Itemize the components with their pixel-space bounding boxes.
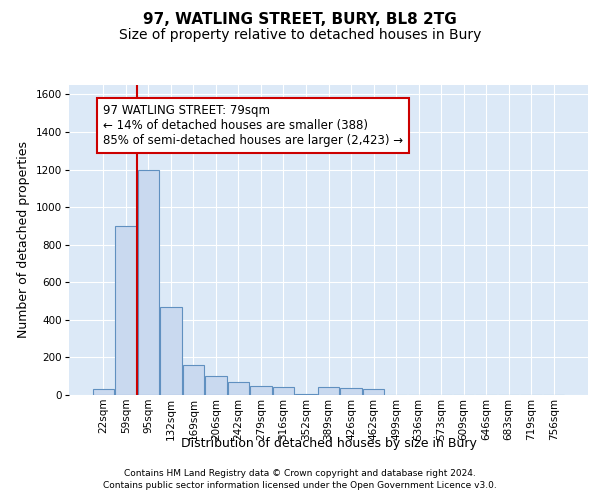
- Bar: [318, 388, 339, 395]
- Bar: [137, 170, 159, 395]
- Bar: [250, 386, 272, 395]
- Bar: [92, 390, 114, 395]
- Bar: [273, 388, 294, 395]
- Bar: [205, 376, 227, 395]
- Text: Contains public sector information licensed under the Open Government Licence v3: Contains public sector information licen…: [103, 481, 497, 490]
- Bar: [160, 306, 182, 395]
- Text: Size of property relative to detached houses in Bury: Size of property relative to detached ho…: [119, 28, 481, 42]
- Text: Contains HM Land Registry data © Crown copyright and database right 2024.: Contains HM Land Registry data © Crown c…: [124, 468, 476, 477]
- Bar: [340, 388, 362, 395]
- Bar: [363, 390, 384, 395]
- Bar: [295, 394, 317, 395]
- Bar: [228, 382, 249, 395]
- Bar: [115, 226, 137, 395]
- Text: 97, WATLING STREET, BURY, BL8 2TG: 97, WATLING STREET, BURY, BL8 2TG: [143, 12, 457, 28]
- Y-axis label: Number of detached properties: Number of detached properties: [17, 142, 30, 338]
- Bar: [182, 365, 204, 395]
- Text: 97 WATLING STREET: 79sqm
← 14% of detached houses are smaller (388)
85% of semi-: 97 WATLING STREET: 79sqm ← 14% of detach…: [103, 104, 403, 147]
- Text: Distribution of detached houses by size in Bury: Distribution of detached houses by size …: [181, 438, 477, 450]
